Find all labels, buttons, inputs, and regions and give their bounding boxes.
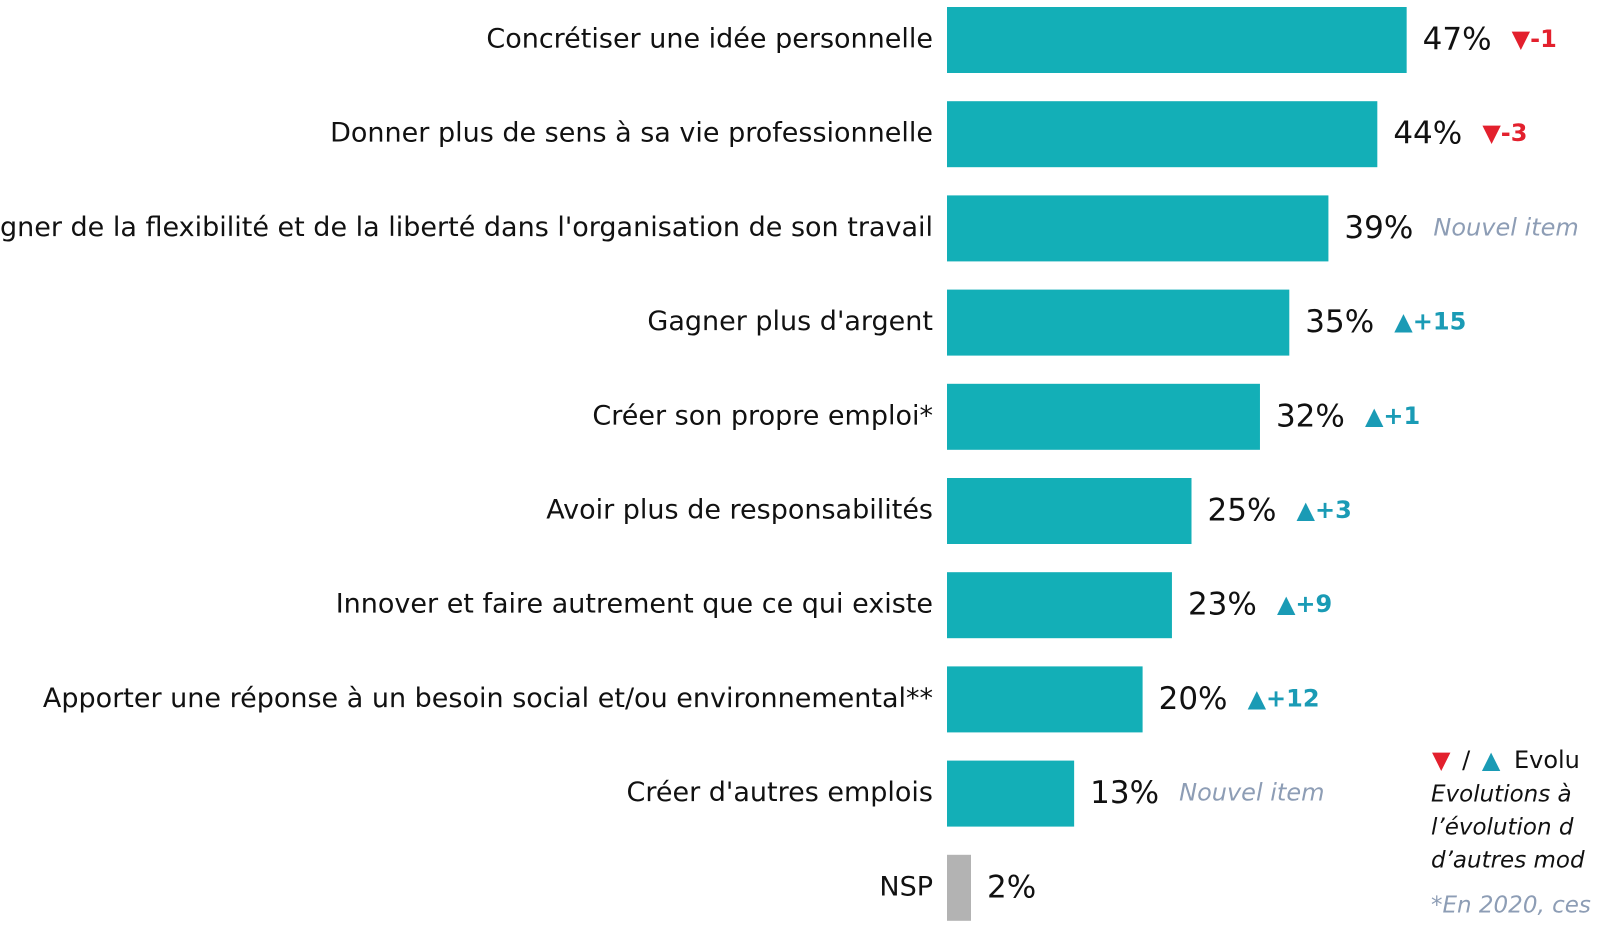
category-label: Apporter une réponse à un besoin social …: [43, 683, 933, 714]
change-label: Nouvel item: [1179, 779, 1324, 807]
note: Evolutions à: [1431, 782, 1572, 808]
value-label: 23%: [1188, 587, 1257, 623]
note: d’autres mod: [1431, 848, 1585, 874]
value-label: 39%: [1344, 210, 1413, 246]
value-label: 44%: [1393, 116, 1462, 152]
change-label: ▲+9: [1277, 590, 1332, 618]
value-label: 20%: [1159, 681, 1228, 717]
value-label: 13%: [1090, 775, 1159, 811]
bar: [947, 572, 1172, 639]
change-label: ▲+1: [1365, 402, 1420, 430]
legend: ▼ / ▲ Evolu: [1432, 746, 1580, 774]
legend-down: ▼: [1432, 746, 1451, 774]
category-label: Concrétiser une idée personnelle: [486, 24, 933, 55]
bar: [947, 666, 1143, 733]
bar: [947, 289, 1290, 356]
category-label: Innover et faire autrement que ce qui ex…: [336, 589, 933, 620]
legend-sep: /: [1462, 746, 1471, 774]
bar: [947, 760, 1075, 827]
category-label: Gagner de la flexibilité et de la libert…: [0, 212, 933, 243]
category-label: Gagner plus d'argent: [647, 306, 933, 337]
bar: [947, 7, 1407, 73]
category-label: Créer d'autres emplois: [627, 777, 933, 808]
footnote: *En 2020, ces: [1431, 893, 1591, 919]
legend-text: Evolu: [1514, 746, 1580, 774]
value-label: 25%: [1208, 493, 1277, 529]
legend-up: ▲: [1482, 746, 1501, 774]
category-label: Avoir plus de responsabilités: [546, 495, 933, 526]
value-label: 35%: [1305, 304, 1374, 340]
category-label: NSP: [879, 871, 933, 902]
change-label: ▲+3: [1297, 496, 1352, 524]
change-label: Nouvel item: [1433, 213, 1578, 241]
change-label: ▼-1: [1512, 25, 1557, 53]
change-label: ▲+12: [1248, 684, 1320, 712]
note: l’évolution d: [1431, 815, 1574, 841]
bar: [947, 478, 1192, 544]
change-label: ▼-3: [1482, 119, 1527, 147]
value-label: 2%: [987, 869, 1036, 905]
bar: [947, 101, 1378, 168]
category-label: Créer son propre emploi*: [592, 400, 933, 431]
category-label: Donner plus de sens à sa vie professionn…: [330, 118, 933, 149]
value-label: 32%: [1276, 398, 1345, 434]
value-label: 47%: [1423, 22, 1492, 58]
bar: [947, 195, 1329, 262]
bar: [947, 854, 971, 921]
bar: [947, 383, 1260, 450]
change-label: ▲+15: [1394, 308, 1466, 336]
